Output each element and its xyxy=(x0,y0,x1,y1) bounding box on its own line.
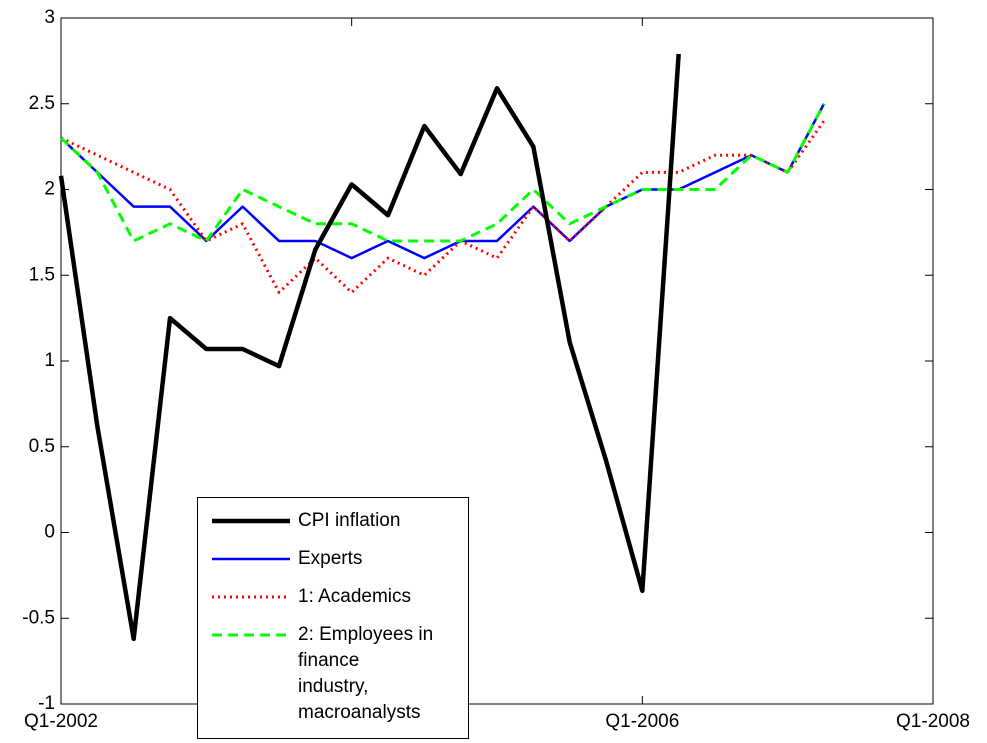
series-line xyxy=(59,103,826,243)
legend-label: 1: Academics xyxy=(298,586,411,607)
legend-entry: 2: Employees in finance industry, macroa… xyxy=(198,616,468,732)
legend-swatch xyxy=(212,557,290,561)
y-tick-label: 2.5 xyxy=(29,93,55,114)
y-tick-label: 2 xyxy=(44,179,55,200)
x-tick-label: Q1-2002 xyxy=(24,711,98,732)
legend-swatch xyxy=(212,595,290,599)
y-tick-label: 3 xyxy=(44,7,55,28)
x-tick-label: Q1-2008 xyxy=(896,711,970,732)
legend-swatch xyxy=(212,633,290,637)
legend-swatch xyxy=(212,518,290,524)
x-tick-label: Q1-2006 xyxy=(605,711,679,732)
y-tick-label: 0.5 xyxy=(29,436,55,457)
legend-label: 2: Employees in finance industry, macroa… xyxy=(298,624,434,723)
plot-frame xyxy=(60,17,934,705)
y-tick-label: 1 xyxy=(44,350,55,371)
legend-label: CPI inflation xyxy=(298,510,401,531)
y-tick-label: -1 xyxy=(38,693,55,714)
series-line xyxy=(58,53,681,642)
legend-entry: 1: Academics xyxy=(198,578,468,616)
legend-entry: Experts xyxy=(198,540,468,578)
series-line xyxy=(60,120,826,294)
legend-entry: CPI inflation xyxy=(198,502,468,540)
legend: CPI inflation Experts 1: Academics 2: Emplo… xyxy=(197,497,469,739)
y-tick-label: 1.5 xyxy=(29,264,55,285)
y-tick-label: -0.5 xyxy=(22,607,55,628)
y-tick-label: 0 xyxy=(44,522,55,543)
legend-label: Experts xyxy=(298,548,363,569)
series-line xyxy=(60,103,826,260)
